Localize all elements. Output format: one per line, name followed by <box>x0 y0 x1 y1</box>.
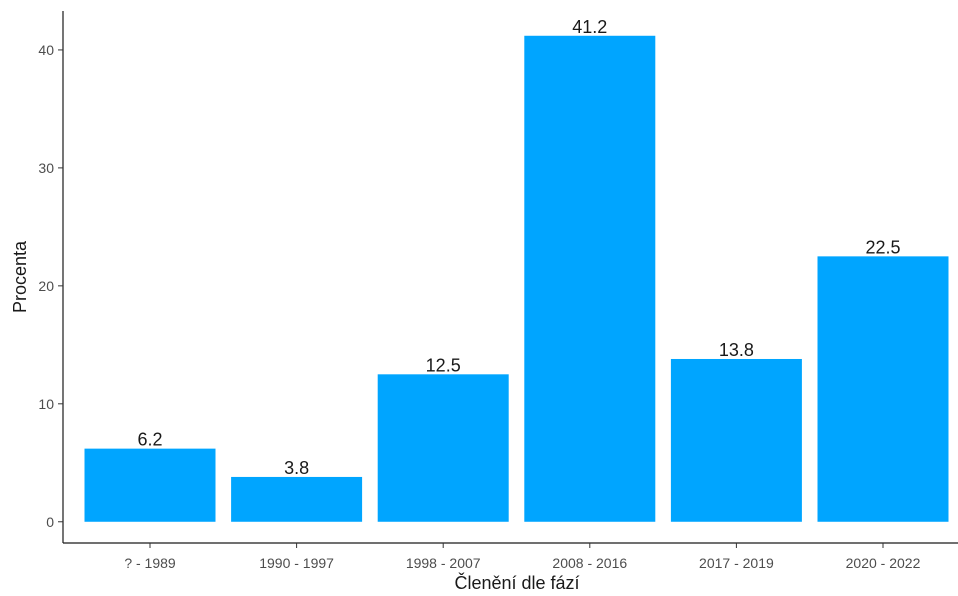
x-tick-label-3: 2008 - 2016 <box>552 555 627 571</box>
x-tick-label-4: 2017 - 2019 <box>699 555 774 571</box>
y-tick-label-1: 10 <box>38 396 54 412</box>
bar-0 <box>84 448 216 522</box>
data-label-0: 6.2 <box>137 430 162 450</box>
x-tick-label-0: ? - 1989 <box>124 555 176 571</box>
data-label-5: 22.5 <box>865 237 900 257</box>
y-tick-label-2: 20 <box>38 278 54 294</box>
bars <box>84 35 949 522</box>
y-tick-label-3: 30 <box>38 160 54 176</box>
x-tick-label-5: 2020 - 2022 <box>846 555 921 571</box>
bar-3 <box>524 35 656 522</box>
x-tick-label-2: 1998 - 2007 <box>406 555 481 571</box>
data-label-2: 12.5 <box>426 355 461 375</box>
bar-1 <box>231 476 363 522</box>
y-tick-label-0: 0 <box>46 514 54 530</box>
data-labels: 6.2 3.8 12.5 41.2 13.8 22.5 <box>137 17 900 478</box>
data-label-4: 13.8 <box>719 340 754 360</box>
bar-5 <box>817 256 949 522</box>
y-tick-label-4: 40 <box>38 42 54 58</box>
y-axis-title: Procenta <box>10 240 30 313</box>
x-tick-label-1: 1990 - 1997 <box>259 555 334 571</box>
x-axis-ticks: ? - 1989 1990 - 1997 1998 - 2007 2008 - 201… <box>124 543 921 571</box>
data-label-1: 3.8 <box>284 458 309 478</box>
data-label-3: 41.2 <box>572 17 607 37</box>
y-axis-ticks: 0 10 20 30 40 <box>38 42 63 530</box>
x-axis-title: Členění dle fází <box>454 572 579 593</box>
bar-2 <box>377 374 509 522</box>
bar-4 <box>670 358 802 522</box>
